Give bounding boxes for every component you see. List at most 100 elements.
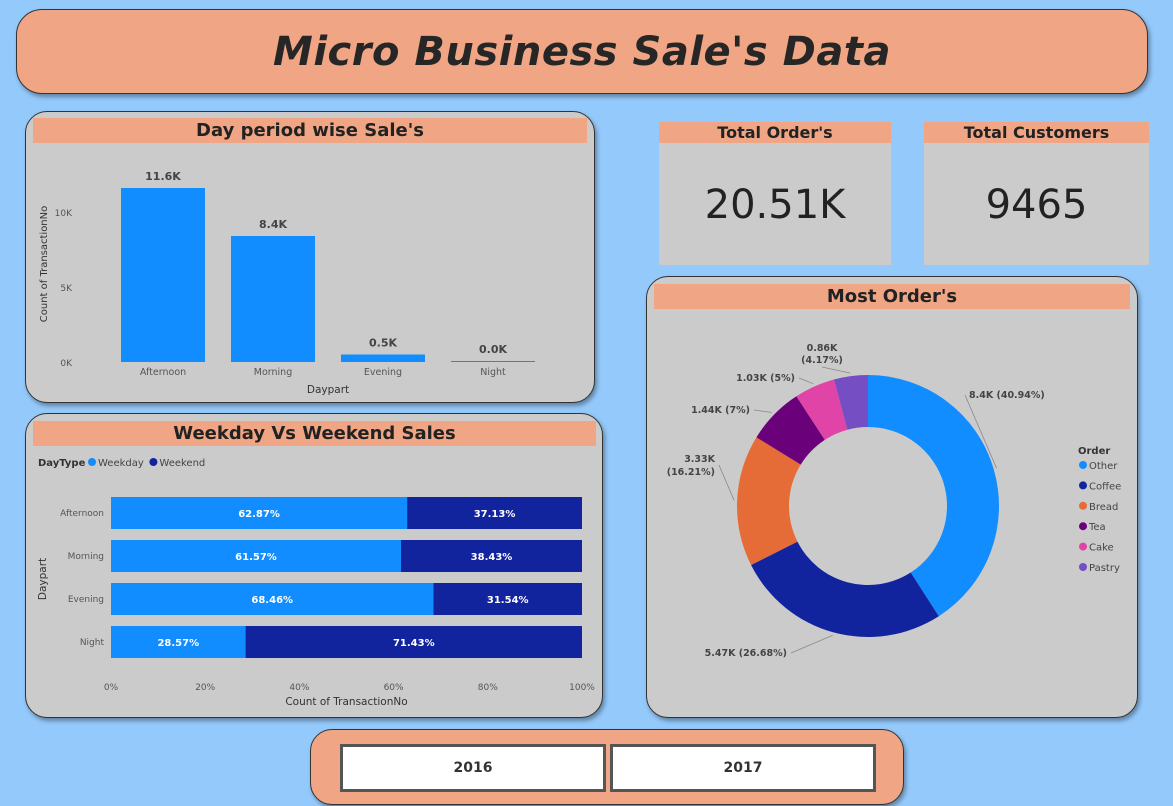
slice-data-label: 1.03K (5%) [736, 373, 795, 384]
bar-data-label: 0.0K [479, 343, 507, 356]
total-customers-card: Total Customers 9465 [924, 122, 1149, 265]
bar-segment-weekday [111, 583, 434, 615]
bar-data-label: 11.6K [145, 170, 181, 183]
slice-data-label: 5.47K (26.68%) [705, 648, 787, 659]
y-tick-label: Night [80, 638, 105, 648]
leader-line [753, 409, 773, 413]
y-axis-label: Count of TransactionNo [39, 206, 50, 323]
y-tick-label: 0K [60, 359, 73, 369]
legend-label: Cake [1089, 543, 1114, 554]
bar-night [451, 361, 535, 362]
x-tick-label: Evening [364, 367, 402, 378]
weekday-weekend-panel: Weekday Vs Weekend Sales DayType Weekday W… [25, 413, 603, 718]
bar-data-label: 0.5K [369, 337, 397, 350]
y-tick-label: Evening [68, 595, 104, 605]
donut-slice-pastry [833, 375, 868, 430]
legend-marker-cake [1079, 542, 1087, 551]
x-tick-label: 80% [478, 683, 498, 693]
legend-marker-weekday [88, 458, 96, 466]
y-tick-label: 5K [60, 284, 73, 294]
weekday-weekend-heading: Weekday Vs Weekend Sales [33, 421, 596, 446]
bar-segment-weekend [400, 540, 582, 572]
total-orders-card: Total Order's 20.51K [659, 122, 891, 265]
x-tick-label: 60% [384, 683, 404, 693]
x-tick-label: 100% [569, 683, 595, 693]
legend-marker-bread [1079, 501, 1087, 510]
donut-slice-other [868, 375, 999, 617]
y-tick-label: Morning [68, 552, 104, 562]
segment-data-label: 62.87% [238, 509, 280, 520]
legend-label: Tea [1088, 522, 1106, 533]
segment-data-label: 71.43% [393, 638, 435, 649]
total-orders-value: 20.51K [704, 182, 846, 228]
x-tick-label: 0% [104, 683, 119, 693]
daypart-bar-chart: 0K 5K 10K Count of TransactionNo 11.6K Aftern… [39, 170, 535, 396]
bar-segment-weekend [245, 626, 582, 658]
legend-marker-tea [1079, 522, 1087, 531]
legend-title: Order [1078, 446, 1110, 457]
bar-data-label: 8.4K [259, 218, 287, 231]
legend-marker-coffee [1079, 481, 1087, 490]
segment-data-label: 28.57% [157, 638, 199, 649]
total-customers-value: 9465 [985, 182, 1088, 228]
legend-label: Coffee [1089, 481, 1121, 492]
bar-afternoon [121, 188, 205, 362]
leader-line [798, 377, 814, 385]
legend-label: Weekday [98, 458, 144, 469]
bar-segment-weekend [407, 497, 582, 529]
legend-label: Pastry [1089, 563, 1120, 574]
legend-marker-weekend [149, 458, 158, 466]
segment-data-label: 61.57% [235, 552, 277, 563]
bar-morning [231, 236, 315, 362]
y-tick-label: 10K [55, 209, 73, 219]
year-slicer: 2016 2017 [310, 729, 904, 805]
bar-segment-weekday [111, 626, 246, 658]
most-orders-panel: Most Order's 8.4K (40.94%) 5.47K (26.68%)… [646, 276, 1138, 718]
most-orders-heading: Most Order's [654, 284, 1130, 309]
dashboard-title: Micro Business Sale's Data [273, 28, 891, 75]
segment-data-label: 38.43% [471, 552, 513, 563]
slice-data-label: 3.33K [684, 454, 715, 465]
slice-data-label: 8.4K (40.94%) [969, 390, 1045, 401]
x-tick-label: Afternoon [140, 367, 186, 378]
legend-label: Bread [1089, 502, 1118, 513]
year-2017-button[interactable]: 2017 [610, 744, 876, 792]
daypart-sales-panel: Day period wise Sale's 0K 5K 10K Count of T… [25, 111, 595, 403]
segment-data-label: 31.54% [487, 595, 529, 606]
y-tick-label: Afternoon [60, 509, 104, 519]
segment-data-label: 68.46% [251, 595, 293, 606]
legend-title: DayType [38, 458, 86, 469]
most-orders-donut-chart: 8.4K (40.94%) 5.47K (26.68%) 3.33K (16.21%)… [667, 343, 1122, 659]
x-tick-label: 40% [289, 683, 309, 693]
bar-segment-weekend [433, 583, 582, 615]
legend-marker-other [1079, 461, 1087, 469]
leader-line [964, 394, 997, 469]
leader-line [790, 634, 833, 654]
total-customers-label: Total Customers [924, 122, 1149, 143]
x-tick-label: Morning [254, 367, 292, 378]
donut-slice-coffee [751, 541, 939, 637]
slice-data-label: (4.17%) [801, 355, 843, 366]
slice-data-label: 0.86K [807, 343, 838, 354]
slice-data-label: (16.21%) [667, 467, 715, 478]
x-tick-label: 20% [195, 683, 215, 693]
x-tick-label: Night [480, 367, 506, 378]
bar-segment-weekday [111, 497, 408, 529]
donut-slice-bread [737, 437, 801, 566]
legend-label: Weekend [159, 458, 205, 469]
segment-data-label: 37.13% [474, 509, 516, 520]
weekday-weekend-chart: DayType Weekday Weekend Afternoon 62.87% 37.1… [37, 458, 595, 708]
legend-label: Other [1089, 461, 1118, 472]
donut-slice-tea [756, 396, 825, 465]
daypart-sales-heading: Day period wise Sale's [33, 118, 587, 143]
x-axis-label: Count of TransactionNo [285, 696, 407, 708]
bar-segment-weekday [111, 540, 401, 572]
legend-marker-pastry [1079, 563, 1087, 571]
total-orders-label: Total Order's [659, 122, 891, 143]
leader-line [718, 464, 735, 501]
bar-evening [341, 354, 425, 362]
x-axis-label: Daypart [307, 384, 349, 396]
donut-slice-cake [796, 379, 848, 440]
leader-line [821, 366, 851, 374]
year-2016-button[interactable]: 2016 [340, 744, 606, 792]
